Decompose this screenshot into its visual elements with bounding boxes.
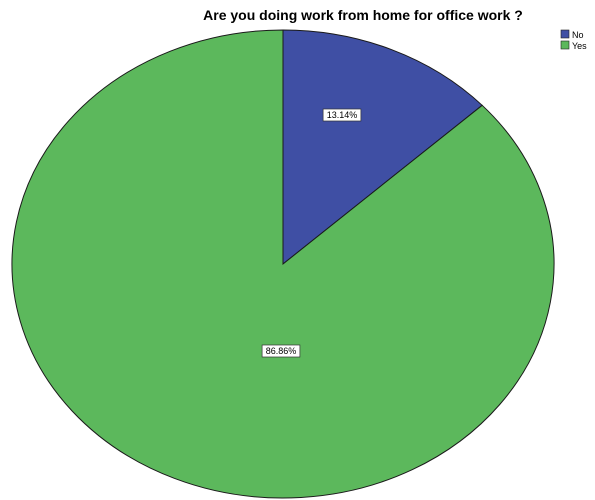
legend: No Yes <box>560 29 587 51</box>
pie-slice-yes <box>11 29 555 499</box>
pie-data-labels: 13.14% 86.86% <box>261 108 362 358</box>
legend-swatch-no <box>560 29 570 39</box>
pie-slices <box>11 29 555 499</box>
data-label-no: 13.14% <box>322 108 362 122</box>
data-label-box-no <box>322 108 362 122</box>
legend-swatch-yes <box>560 40 570 50</box>
data-label-text-yes: 86.86% <box>266 346 297 356</box>
data-label-box-yes <box>261 344 301 358</box>
data-label-yes: 86.86% <box>261 344 301 358</box>
pie-slice-no <box>282 29 483 266</box>
legend-item-no: No <box>560 29 584 40</box>
chart-title: Are you doing work from home for office … <box>203 7 523 23</box>
data-label-text-no: 13.14% <box>327 110 358 120</box>
legend-label-yes: Yes <box>572 41 587 51</box>
legend-item-yes: Yes <box>560 40 587 51</box>
legend-label-no: No <box>572 30 584 40</box>
